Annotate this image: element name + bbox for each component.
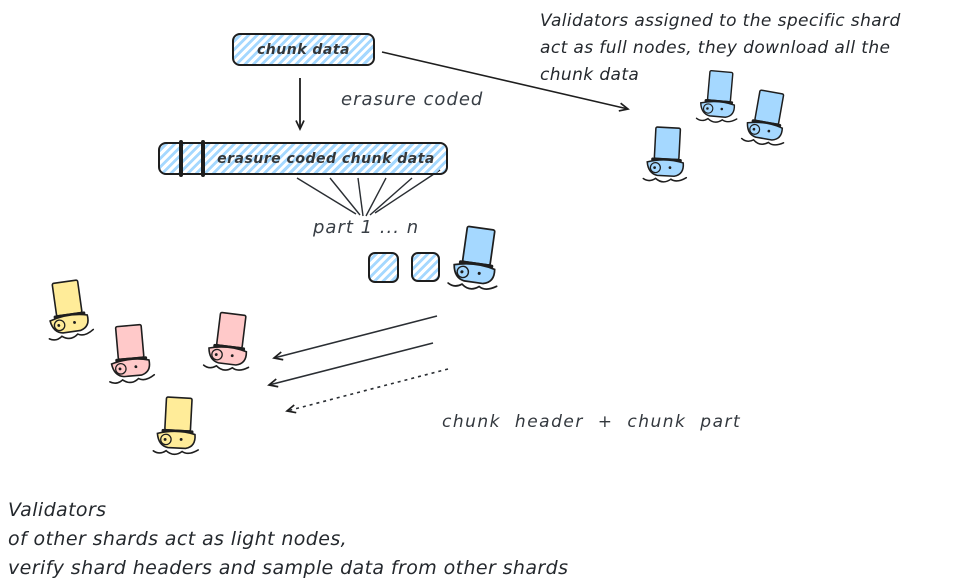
chunk-header-part-label: chunk header + chunk part: [442, 412, 742, 432]
annotation-line: Validators assigned to the specific shar…: [540, 11, 901, 31]
arrows-to-light-nodes: [267, 315, 449, 414]
part-divider: [179, 140, 183, 177]
chunk-part-square: [368, 252, 399, 283]
validator-icon: [103, 322, 156, 387]
erasure-coded-label: erasure coded: [341, 89, 484, 110]
chunk-data-box: chunk data: [232, 33, 375, 66]
annotation-line: verify shard headers and sample data fro…: [8, 557, 569, 579]
annotation-line: act as full nodes, they download all the: [540, 38, 891, 58]
validator-icon: [201, 309, 256, 375]
part-range-label: part 1 ... n: [313, 217, 420, 238]
validator-icon: [642, 125, 691, 186]
fan-lines-parts: [296, 169, 441, 217]
annotation-line: Validators: [8, 499, 107, 521]
annotation-line: of other shards act as light nodes,: [8, 528, 348, 550]
validator-icon: [151, 395, 202, 458]
chunk-part-square: [411, 252, 440, 282]
erasure-coded-chunk-data-label: erasure coded chunk data: [217, 150, 435, 167]
part-divider: [201, 140, 205, 177]
validator-icon: [446, 223, 507, 295]
light-nodes-annotation: Validators of other shards act as light …: [8, 496, 568, 583]
chunk-data-label: chunk data: [257, 41, 350, 58]
validator-icon: [695, 68, 743, 126]
validator-icon: [40, 277, 96, 344]
validator-icon: [739, 87, 793, 151]
